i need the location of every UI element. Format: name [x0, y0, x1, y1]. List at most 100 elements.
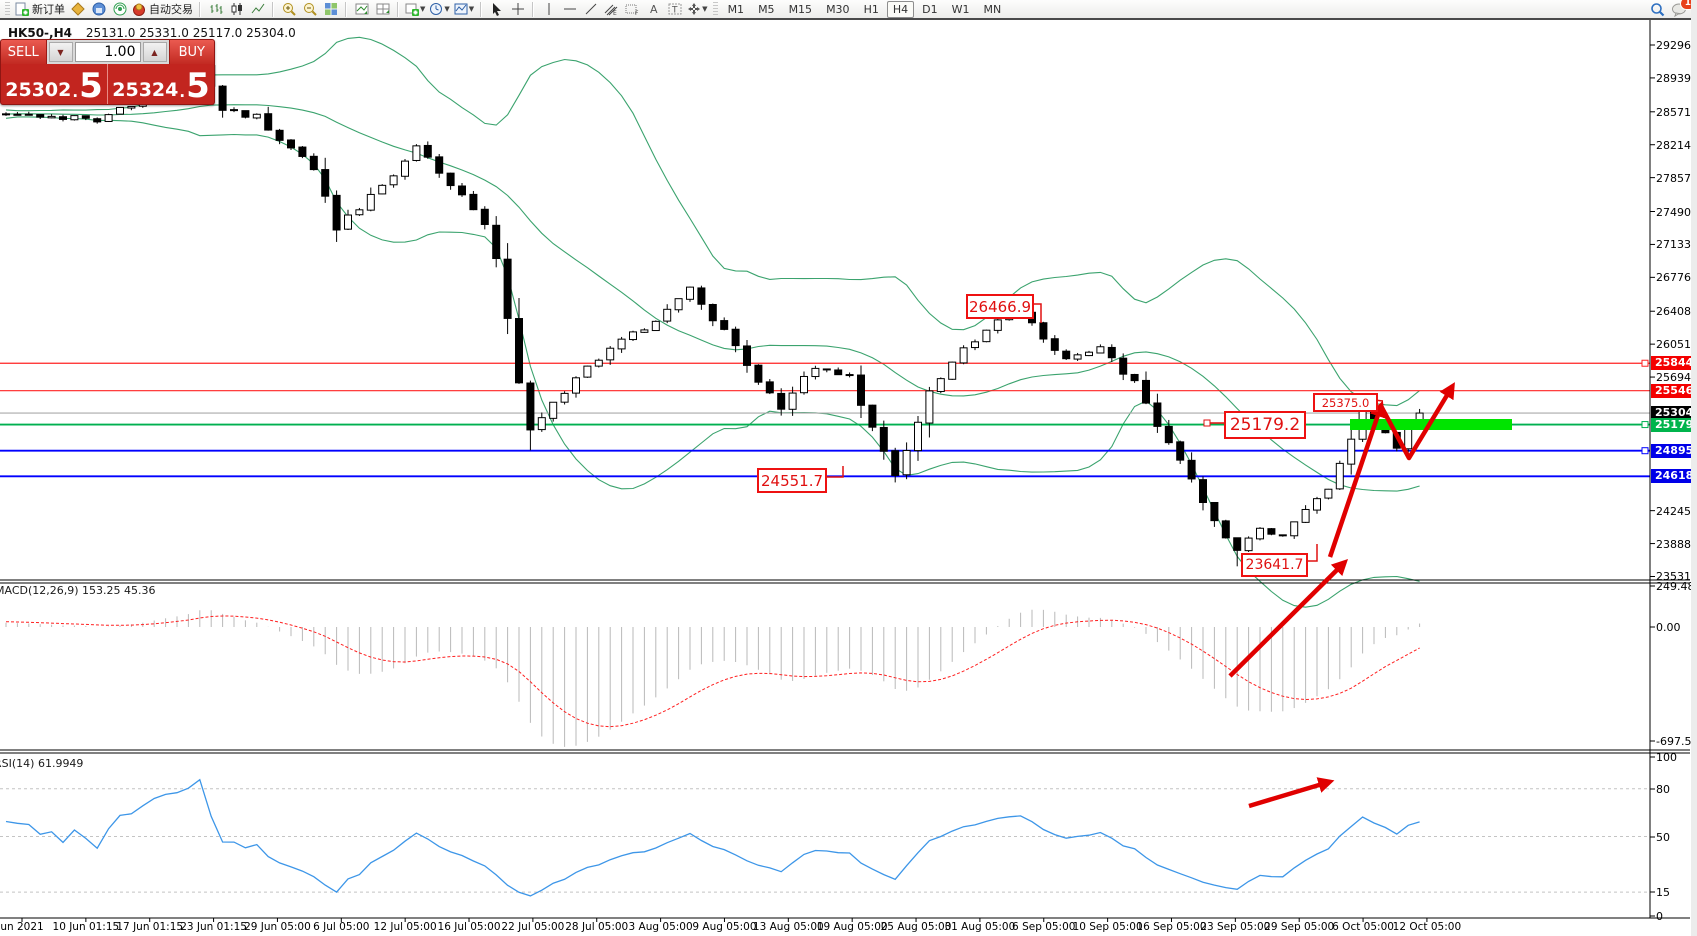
indicator-axis-tick: 249.48 [1656, 580, 1695, 593]
search-icon [1650, 2, 1665, 17]
indicator-axis-tick: 0 [1656, 910, 1663, 923]
hline-tool-button[interactable] [559, 1, 580, 18]
tf-h4[interactable]: H4 [886, 0, 915, 18]
crosshair-tool-button[interactable] [507, 1, 528, 18]
price-axis-tick: 26776.0 [1656, 271, 1697, 285]
candlestick-type-button[interactable] [226, 1, 247, 18]
price-callout[interactable]: 23641.7 [1241, 553, 1308, 577]
indicator-window-button[interactable] [351, 1, 372, 18]
profiles-icon [70, 2, 85, 16]
price-axis-tick: 27490.0 [1656, 205, 1697, 219]
time-axis-label: 19 Aug 05:00 [816, 921, 888, 933]
volume-input[interactable] [74, 42, 141, 62]
toolbar-grip[interactable] [5, 2, 10, 16]
tile-windows-button[interactable] [320, 1, 341, 18]
vertical-line-icon [544, 2, 554, 16]
tf-h1[interactable]: H1 [863, 2, 879, 16]
notifications-button[interactable]: 1 [1668, 0, 1696, 18]
chart-profiles-button[interactable] [67, 1, 88, 18]
indicator-axis-tick: 80 [1656, 783, 1670, 796]
text-tool-button[interactable]: A [643, 1, 664, 18]
volume-decrease-button[interactable]: ▼ [48, 42, 73, 62]
channel-tool-button[interactable]: F [622, 1, 643, 18]
tf-w1[interactable]: W1 [951, 2, 970, 16]
chart-window[interactable]: HK50-,H4 25131.0 25331.0 25117.0 25304.0… [0, 20, 1697, 936]
price-axis-tick: 27857.5 [1656, 171, 1697, 185]
toolbar-separator [480, 1, 483, 17]
price-axis-tick: 28571.5 [1656, 105, 1697, 119]
volume-increase-button[interactable]: ▲ [142, 42, 167, 62]
tf-m30[interactable]: M30 [826, 2, 850, 16]
tf-m1[interactable]: M1 [727, 2, 745, 16]
text-label-tool-button[interactable]: T [664, 1, 685, 18]
shapes-tool-button[interactable]: ▼ [685, 1, 709, 18]
fibonacci-icon: E [604, 2, 619, 16]
time-axis-label: 10 Sep 05:00 [1072, 921, 1143, 933]
price-tag: 25844.4 [1651, 356, 1697, 371]
new-chart-button[interactable]: ▼ [403, 1, 427, 18]
auto-trading-icon [132, 2, 146, 16]
toolbar-separator [199, 1, 201, 17]
price-tag: 25546.8 [1651, 383, 1697, 398]
price-axis-tick: 29296.0 [1656, 39, 1697, 52]
price-axis-tick: 26051.5 [1656, 338, 1697, 352]
zoom-out-icon [303, 2, 317, 16]
signals-button[interactable] [109, 1, 130, 18]
auto-trading-label: 自动交易 [149, 3, 193, 16]
price-axis-tick: 26408.5 [1656, 305, 1697, 319]
zoom-in-button[interactable] [278, 1, 299, 18]
time-axis-label: 29 Jun 05:00 [244, 921, 311, 933]
tf-m5[interactable]: M5 [758, 2, 775, 16]
price-tag: 24895.7 [1651, 443, 1697, 458]
price-axis-tick: 24245.5 [1656, 504, 1697, 518]
tf-m15[interactable]: M15 [788, 2, 813, 16]
new-chart-icon [405, 2, 419, 16]
toolbar-separator [345, 1, 347, 17]
cursor-icon [490, 2, 503, 16]
time-axis-label: 6 Jul 05:00 [313, 921, 370, 933]
market-watch-button[interactable] [88, 1, 109, 18]
crosshair-window-button[interactable] [372, 1, 393, 18]
sell-price-dot: . [72, 83, 79, 101]
vline-tool-button[interactable] [538, 1, 559, 18]
toolbar-separator [272, 1, 274, 17]
window-edge [1691, 0, 1697, 936]
trendline-icon [584, 2, 598, 16]
sell-price[interactable]: 25302 . 5 [1, 64, 108, 104]
buy-price[interactable]: 25324 . 5 [108, 64, 214, 104]
bar-chart-type-button[interactable] [205, 1, 226, 18]
rsi-label: RSI(14) 61.9949 [0, 757, 84, 770]
new-order-button[interactable]: 新订单 [13, 1, 67, 18]
price-axis-tick: 28939.0 [1656, 71, 1697, 85]
price-callout[interactable]: 24551.7 [757, 468, 827, 493]
price-callout[interactable]: 26466.9 [966, 294, 1034, 319]
template-button[interactable]: ▼ [452, 1, 476, 18]
text-label-icon: T [668, 2, 682, 16]
auto-trading-button[interactable]: 自动交易 [130, 1, 195, 18]
line-chart-type-button[interactable] [247, 1, 268, 18]
chart-canvas[interactable] [0, 20, 1697, 936]
fibonacci-tool-button[interactable]: E [601, 1, 622, 18]
tf-d1[interactable]: D1 [922, 2, 938, 16]
price-tag: 25179.2 [1651, 417, 1697, 432]
buy-button[interactable]: BUY [168, 40, 214, 64]
time-axis-label: 31 Aug 05:00 [944, 921, 1016, 933]
tf-mn[interactable]: MN [983, 2, 1002, 16]
price-callout[interactable]: 25179.2 [1224, 411, 1306, 439]
cursor-tool-button[interactable] [486, 1, 507, 18]
price-callout[interactable]: 25375.0 [1313, 393, 1378, 412]
period-button[interactable]: ▼ [427, 1, 451, 18]
time-axis-label: 3 Aug 05:00 [628, 921, 693, 933]
time-axis-label: 12 Oct 05:00 [1392, 921, 1462, 933]
time-axis-label: 16 Jul 05:00 [437, 921, 501, 933]
time-axis-label: un 2021 [0, 921, 44, 933]
tile-windows-icon [324, 2, 338, 16]
zoom-out-button[interactable] [299, 1, 320, 18]
trendline-tool-button[interactable] [580, 1, 601, 18]
time-axis-label: 10 Jun 01:15 [52, 921, 120, 933]
toolbar-grip[interactable] [712, 2, 718, 16]
candlestick-icon [230, 2, 244, 16]
sell-button[interactable]: SELL [1, 40, 47, 64]
search-button[interactable] [1647, 1, 1668, 18]
macd-label: MACD(12,26,9) 153.25 45.36 [0, 584, 156, 597]
